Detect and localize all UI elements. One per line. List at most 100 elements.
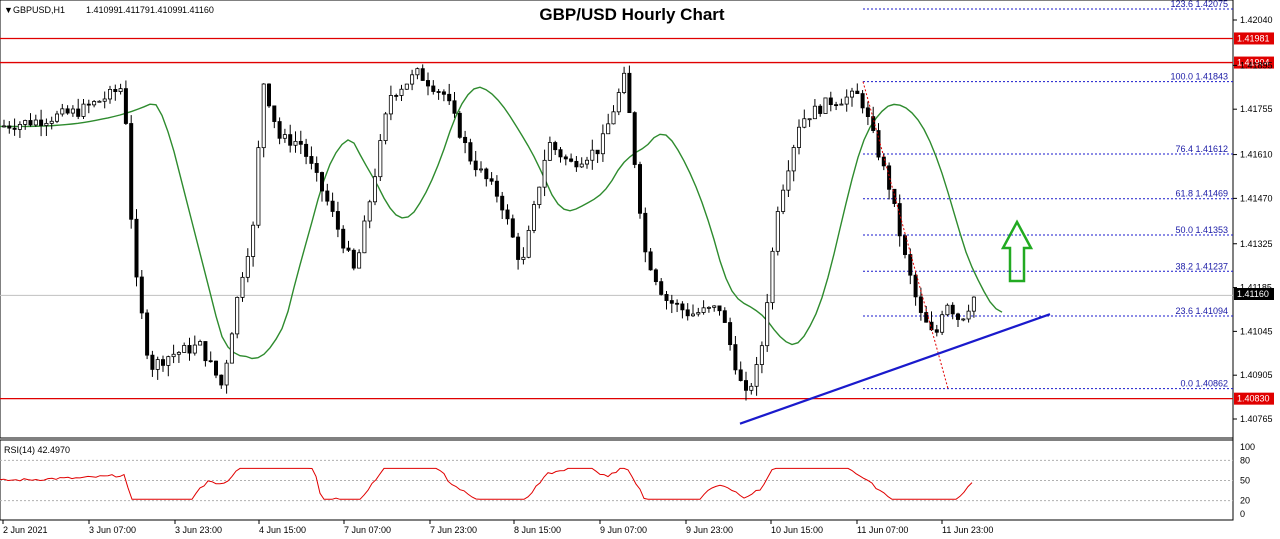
y-tick-label: 1.42040 — [1240, 15, 1273, 25]
candle-body — [622, 72, 627, 93]
rsi-label: RSI(14) 42.4970 — [4, 445, 70, 455]
candle-body — [155, 359, 160, 370]
candle-body — [187, 345, 192, 354]
x-tick-label: 9 Jun 23:00 — [686, 525, 733, 535]
candle-body — [12, 127, 17, 130]
candle-body — [76, 108, 81, 117]
candle-body — [399, 88, 404, 96]
level-price-tag — [1234, 32, 1274, 45]
candle-body — [251, 224, 256, 257]
x-tick-label: 8 Jun 15:00 — [514, 525, 561, 535]
x-tick-label: 4 Jun 15:00 — [259, 525, 306, 535]
candle-body — [240, 276, 245, 298]
y-tick-label: 1.41325 — [1240, 239, 1273, 249]
candle-body — [108, 89, 113, 100]
candle-body — [431, 85, 436, 92]
candle-body — [92, 101, 97, 106]
rsi-line — [0, 467, 973, 500]
candle-body — [198, 341, 203, 346]
candle-body — [282, 134, 287, 139]
candle-body — [653, 269, 658, 283]
candle-body — [394, 95, 399, 97]
candle-body — [166, 356, 171, 366]
current-price-label: 1.41160 — [1237, 289, 1269, 299]
fib-level-label: 61.8 1.41469 — [1175, 189, 1228, 199]
y-tick-label: 1.41185 — [1240, 283, 1272, 293]
candle-body — [182, 345, 187, 353]
candle-body — [876, 130, 881, 158]
x-tick-label: 11 Jun 23:00 — [942, 525, 993, 535]
candle-body — [738, 369, 743, 381]
candle-body — [871, 116, 876, 131]
fib-level-label: 100.0 1.41843 — [1170, 72, 1228, 82]
axis-labels: 1.42040 1.41895 1.41755 1.41610 1.41470 1.413… — [2, 15, 1273, 535]
candle-body — [701, 307, 706, 313]
candle-body — [510, 218, 515, 238]
candle-body — [65, 108, 70, 114]
candle-body — [770, 250, 775, 304]
candle-body — [595, 149, 600, 155]
candle-body — [441, 91, 446, 95]
candle-body — [961, 318, 966, 321]
candle-body — [950, 304, 955, 315]
candle-body — [229, 333, 234, 364]
candle-body — [293, 140, 298, 146]
fib-level-label: 123.6 1.42075 — [1170, 0, 1228, 9]
candle-body — [123, 88, 128, 124]
candle-body — [611, 111, 616, 125]
candle-body — [314, 163, 319, 173]
candle-body — [473, 160, 478, 171]
x-tick-label: 7 Jun 23:00 — [430, 525, 477, 535]
candle-body — [855, 90, 860, 94]
candle-body — [945, 304, 950, 316]
candle-body — [55, 113, 60, 122]
candle-body — [341, 228, 346, 249]
candle-body — [521, 256, 526, 260]
candle-body — [691, 313, 696, 317]
candle-body — [436, 91, 441, 93]
current-price-tag — [1234, 288, 1274, 300]
candle-body — [49, 120, 54, 124]
candle-body — [489, 178, 494, 182]
candle-body — [865, 107, 870, 117]
fib-level-label: 38.2 1.41237 — [1175, 261, 1228, 271]
rsi-layer — [0, 459, 1233, 502]
candle-body — [171, 353, 176, 358]
candle-body — [330, 200, 335, 212]
candle-body — [934, 329, 939, 333]
candle-body — [325, 190, 330, 202]
candle-body — [913, 274, 918, 298]
candle-body — [7, 125, 12, 129]
candle-body — [722, 310, 727, 323]
candle-body — [956, 313, 961, 320]
candle-body — [150, 354, 155, 370]
candles — [2, 64, 976, 401]
candle-body — [235, 296, 240, 335]
candle-body — [648, 251, 653, 271]
x-tick-label: 2 Jun 2021 — [3, 525, 48, 535]
candle-body — [802, 118, 807, 128]
candle-body — [203, 341, 208, 362]
fib-level-label: 23.6 1.41094 — [1175, 306, 1228, 316]
candle-body — [606, 123, 611, 135]
candle-body — [463, 136, 468, 144]
candle-body — [44, 122, 49, 126]
y-tick-label: 1.41895 — [1240, 60, 1273, 70]
candle-body — [60, 108, 65, 115]
candle-body — [765, 302, 770, 347]
candle-body — [532, 204, 537, 231]
candle-body — [553, 142, 558, 151]
fib-level-label: 76.4 1.41612 — [1175, 144, 1228, 154]
candle-body — [17, 124, 22, 130]
level-price-label: 1.40830 — [1237, 394, 1270, 404]
candle-body — [585, 159, 590, 165]
up-arrow-icon — [1000, 219, 1034, 283]
x-tick-label: 9 Jun 07:00 — [600, 525, 647, 535]
candle-body — [378, 140, 383, 178]
price-pane — [0, 0, 1234, 439]
candle-body — [542, 159, 547, 188]
candle-body — [844, 96, 849, 105]
candle-body — [823, 97, 828, 114]
rsi-tick-label: 50 — [1240, 476, 1250, 486]
candle-body — [447, 93, 452, 102]
